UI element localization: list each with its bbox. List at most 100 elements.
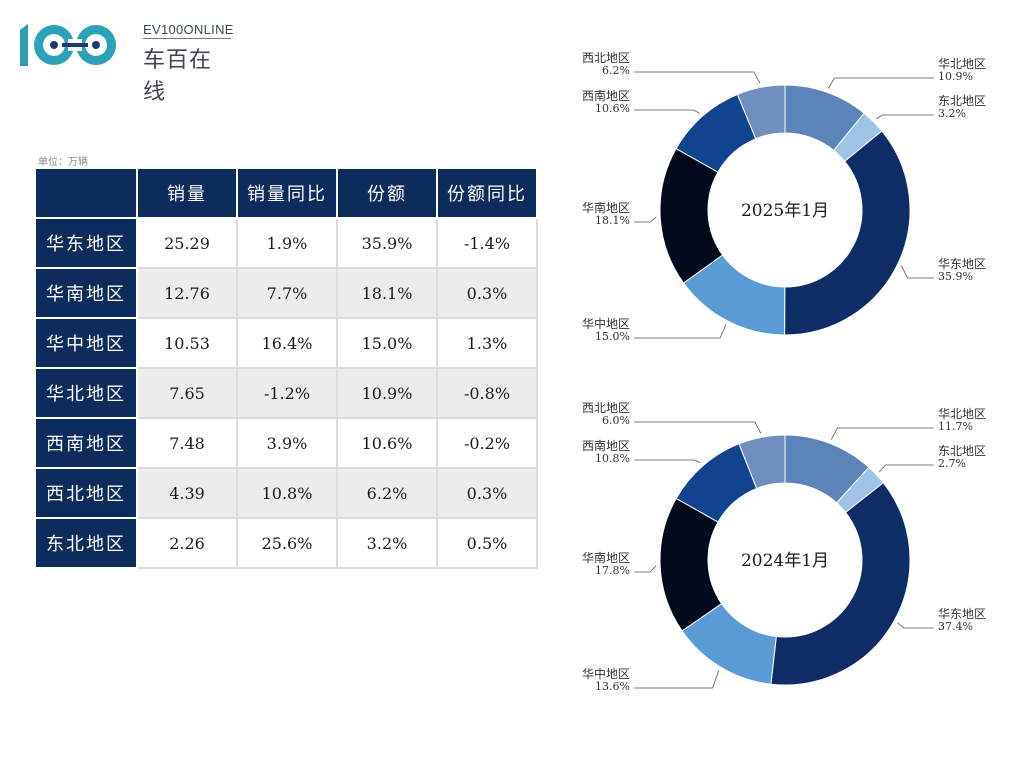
slice-value-label: 3.2% bbox=[938, 107, 966, 120]
header-share: 份额 bbox=[337, 169, 438, 219]
row-region: 西北地区 bbox=[36, 468, 138, 519]
donut-slice bbox=[736, 84, 786, 140]
slice-value-label: 11.7% bbox=[938, 420, 973, 433]
cell-sales: 25.29 bbox=[137, 218, 238, 269]
row-region: 华中地区 bbox=[36, 318, 138, 369]
table-row: 西北地区 4.39 10.8% 6.2% 0.3% bbox=[36, 468, 538, 519]
slice-value-label: 35.9% bbox=[938, 270, 973, 283]
slice-category-label: 西北地区 bbox=[582, 51, 630, 65]
cell-sales: 7.65 bbox=[137, 368, 238, 419]
table-row: 西南地区 7.48 3.9% 10.6% -0.2% bbox=[36, 418, 538, 469]
leader-line bbox=[876, 114, 934, 120]
cell-share: 3.2% bbox=[337, 518, 438, 569]
header-sales: 销量 bbox=[137, 169, 238, 219]
slice-category-label: 华中地区 bbox=[582, 316, 630, 331]
slice-value-label: 10.9% bbox=[938, 70, 973, 83]
donut-center-title: 2024年1月 bbox=[741, 551, 829, 571]
slice-value-label: 18.1% bbox=[595, 214, 630, 227]
cell-sales-yoy: 1.9% bbox=[237, 218, 338, 269]
leader-line bbox=[634, 670, 720, 689]
donut-chart-2024: 华北地区11.7%东北地区2.7%华东地区37.4%华中地区13.6%华南地区1… bbox=[582, 401, 986, 693]
leader-line bbox=[831, 427, 934, 440]
cell-sales-yoy: 16.4% bbox=[237, 318, 338, 369]
cell-share-yoy: -1.4% bbox=[437, 218, 538, 269]
cell-sales-yoy: 25.6% bbox=[237, 518, 338, 569]
donut-center-title: 2025年1月 bbox=[741, 201, 829, 221]
cell-sales-yoy: -1.2% bbox=[237, 368, 338, 419]
cell-share-yoy: 0.3% bbox=[437, 268, 538, 319]
regional-sales-table: 销量 销量同比 份额 份额同比 华东地区 25.29 1.9% 35.9% -1… bbox=[36, 169, 538, 569]
donut-slice bbox=[770, 482, 911, 686]
brand-divider bbox=[143, 38, 231, 39]
cell-sales-yoy: 3.9% bbox=[237, 418, 338, 469]
row-region: 西南地区 bbox=[36, 418, 138, 469]
donut-chart-2025: 华北地区10.9%东北地区3.2%华东地区35.9%华中地区15.0%华南地区1… bbox=[582, 51, 986, 343]
slice-value-label: 10.6% bbox=[595, 102, 630, 115]
slice-category-label: 华中地区 bbox=[582, 666, 630, 681]
row-region: 华北地区 bbox=[36, 368, 138, 419]
slice-category-label: 东北地区 bbox=[938, 444, 986, 458]
brand-logo: EV100ONLINE 车百在线 bbox=[16, 18, 233, 105]
slice-category-label: 华东地区 bbox=[938, 257, 986, 271]
table-corner-cell bbox=[36, 169, 138, 219]
slice-value-label: 15.0% bbox=[595, 330, 630, 343]
row-region: 华南地区 bbox=[36, 268, 138, 319]
leader-line bbox=[634, 459, 701, 464]
slice-category-label: 华东地区 bbox=[938, 607, 986, 621]
slice-category-label: 西南地区 bbox=[582, 88, 630, 103]
row-region: 华东地区 bbox=[36, 218, 138, 269]
cell-share: 35.9% bbox=[337, 218, 438, 269]
slice-value-label: 2.7% bbox=[938, 457, 966, 470]
slice-category-label: 华北地区 bbox=[938, 407, 986, 421]
row-region: 东北地区 bbox=[36, 518, 138, 569]
ev100-logo-icon bbox=[20, 24, 116, 66]
cell-sales-yoy: 7.7% bbox=[237, 268, 338, 319]
cell-sales: 12.76 bbox=[137, 268, 238, 319]
slice-category-label: 华北地区 bbox=[938, 57, 986, 71]
leader-line bbox=[634, 421, 762, 434]
brand-name-en: EV100ONLINE bbox=[143, 22, 234, 37]
leader-line bbox=[879, 464, 934, 473]
table-row: 华南地区 12.76 7.7% 18.1% 0.3% bbox=[36, 268, 538, 319]
table-unit-label: 单位：万辆 bbox=[38, 157, 88, 168]
table-row: 东北地区 2.26 25.6% 3.2% 0.5% bbox=[36, 518, 538, 569]
slice-category-label: 西南地区 bbox=[582, 438, 630, 453]
slice-category-label: 东北地区 bbox=[938, 94, 986, 108]
table-header-row: 销量 销量同比 份额 份额同比 bbox=[36, 169, 538, 219]
cell-share: 6.2% bbox=[337, 468, 438, 519]
cell-share-yoy: 0.5% bbox=[437, 518, 538, 569]
cell-sales: 4.39 bbox=[137, 468, 238, 519]
brand-name-cn: 车百在线 bbox=[143, 48, 213, 105]
table-row: 华中地区 10.53 16.4% 15.0% 1.3% bbox=[36, 318, 538, 369]
donut-slice bbox=[784, 130, 911, 336]
table-row: 华北地区 7.65 -1.2% 10.9% -0.8% bbox=[36, 368, 538, 419]
cell-share-yoy: 1.3% bbox=[437, 318, 538, 369]
slice-value-label: 6.2% bbox=[602, 64, 630, 77]
leader-line bbox=[634, 216, 657, 223]
cell-share: 15.0% bbox=[337, 318, 438, 369]
header-sales-yoy: 销量同比 bbox=[237, 169, 338, 219]
slice-category-label: 华南地区 bbox=[582, 550, 630, 565]
table-row: 华东地区 25.29 1.9% 35.9% -1.4% bbox=[36, 218, 538, 269]
leader-line bbox=[897, 622, 934, 629]
cell-sales: 7.48 bbox=[137, 418, 238, 469]
cell-sales: 10.53 bbox=[137, 318, 238, 369]
cell-share: 10.9% bbox=[337, 368, 438, 419]
leader-line bbox=[901, 265, 934, 279]
donut-slice bbox=[738, 434, 786, 490]
slice-value-label: 37.4% bbox=[938, 620, 973, 633]
slice-value-label: 17.8% bbox=[595, 564, 630, 577]
leader-line bbox=[634, 324, 727, 339]
slice-value-label: 10.8% bbox=[595, 452, 630, 465]
header-share-yoy: 份额同比 bbox=[437, 169, 538, 219]
cell-share-yoy: 0.3% bbox=[437, 468, 538, 519]
cell-share-yoy: -0.2% bbox=[437, 418, 538, 469]
cell-share-yoy: -0.8% bbox=[437, 368, 538, 419]
cell-share: 18.1% bbox=[337, 268, 438, 319]
cell-share: 10.6% bbox=[337, 418, 438, 469]
leader-line bbox=[634, 109, 700, 114]
slice-value-label: 6.0% bbox=[602, 414, 630, 427]
leader-line bbox=[828, 77, 934, 89]
cell-sales-yoy: 10.8% bbox=[237, 468, 338, 519]
leader-line bbox=[634, 71, 761, 84]
